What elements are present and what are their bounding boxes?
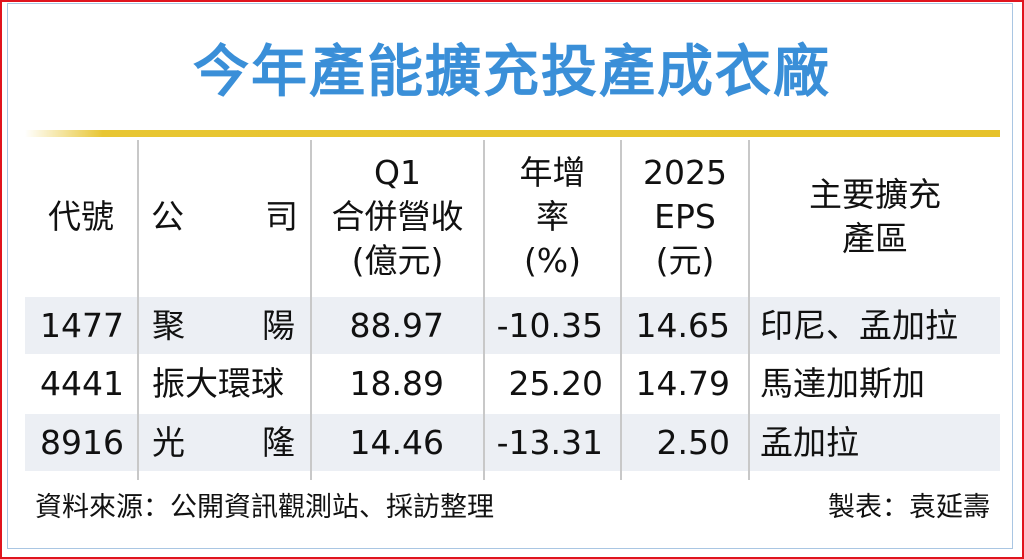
- header-revenue: Q1 合併營收 (億元): [312, 142, 483, 292]
- cell-yoy: -10.35: [496, 306, 603, 345]
- header-line: 2025: [643, 153, 727, 192]
- cell-eps: 14.65: [635, 306, 730, 345]
- cell-code: 4441: [40, 364, 124, 403]
- column-divider: [620, 140, 622, 480]
- header-region: 主要擴充 產區: [750, 142, 1000, 292]
- header-eps: 2025 EPS (元): [622, 142, 748, 292]
- header-company-b: 司: [265, 197, 298, 236]
- cell-code: 1477: [40, 306, 124, 345]
- header-line: 年增: [519, 153, 586, 192]
- column-divider: [748, 140, 750, 480]
- header-company: 公 司: [139, 142, 310, 292]
- header-line: 合併營收: [331, 197, 464, 236]
- cell-region: 孟加拉: [760, 423, 859, 462]
- page-title: 今年產能擴充投產成衣廠: [193, 40, 831, 105]
- cell-eps: 2.50: [656, 423, 730, 462]
- header-company-a: 公: [151, 197, 184, 236]
- credit-note: 製表：袁延壽: [828, 492, 990, 523]
- cell-yoy: -13.31: [496, 423, 603, 462]
- column-divider: [310, 140, 312, 480]
- header-line: 主要擴充: [809, 175, 941, 214]
- cell-code: 8916: [40, 423, 124, 462]
- cell-company: 光: [152, 423, 185, 462]
- header-line: Q1: [374, 153, 421, 192]
- cell-yoy: 25.20: [508, 364, 603, 403]
- cell-revenue: 14.46: [349, 423, 444, 462]
- cell-company: 振大環球: [152, 364, 284, 403]
- cell-region: 印尼、孟加拉: [760, 306, 958, 345]
- header-line: (%): [523, 241, 582, 280]
- cell-revenue: 88.97: [349, 306, 444, 345]
- source-note: 資料來源：公開資訊觀測站、採訪整理: [35, 492, 494, 523]
- cell-region: 馬達加斯加: [760, 364, 925, 403]
- header-line: EPS: [654, 197, 716, 236]
- cell-revenue: 18.89: [349, 364, 444, 403]
- header-line: (元): [655, 241, 715, 280]
- inner-frame: [7, 3, 1013, 549]
- title-rule: [25, 130, 1000, 137]
- table-row: [25, 414, 1000, 471]
- cell-company: 聚: [152, 306, 185, 345]
- column-divider: [483, 140, 485, 480]
- header-line: (億元): [351, 241, 444, 280]
- header-line: 率: [536, 197, 569, 236]
- column-divider: [137, 140, 139, 480]
- header-line: 產區: [842, 219, 908, 258]
- cell-company: 隆: [262, 423, 295, 462]
- cell-company: 陽: [262, 306, 295, 345]
- header-yoy: 年增 率 (%): [485, 142, 620, 292]
- header-code: 代號: [48, 197, 114, 236]
- table-row: [25, 297, 1000, 354]
- cell-eps: 14.79: [635, 364, 730, 403]
